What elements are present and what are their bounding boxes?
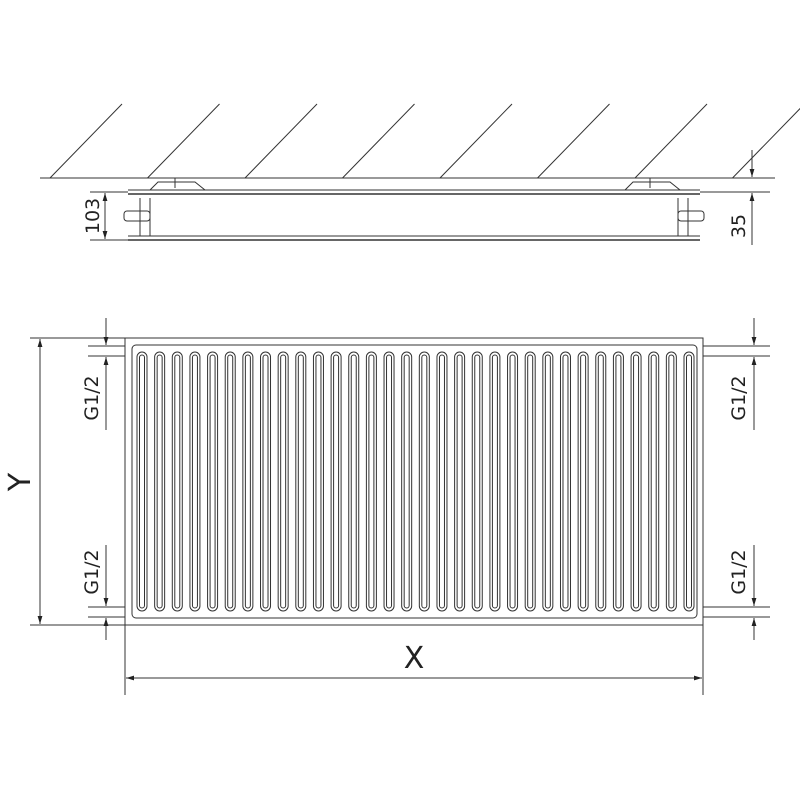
flute <box>330 351 342 612</box>
flute <box>244 354 251 609</box>
flute <box>509 354 516 609</box>
flute <box>260 351 272 612</box>
hatch-line <box>537 103 610 179</box>
wall-bracket-right <box>624 178 681 191</box>
height-label: Y <box>3 472 38 492</box>
flute <box>559 351 571 612</box>
flute <box>315 354 322 609</box>
flute <box>454 351 466 612</box>
hatch-line <box>634 103 708 179</box>
flute <box>421 354 428 609</box>
flute <box>171 351 183 612</box>
connection-label-bottom-right: G1/2 <box>728 549 750 594</box>
flute <box>456 354 463 609</box>
flute <box>597 354 604 609</box>
depth-label: 103 <box>82 198 104 234</box>
flute <box>227 354 234 609</box>
flute <box>650 354 657 609</box>
hatch-line <box>244 103 318 179</box>
flute <box>262 354 269 609</box>
flute <box>471 351 483 612</box>
flute <box>438 354 445 609</box>
flute <box>383 351 395 612</box>
flute <box>648 351 660 612</box>
flute <box>668 354 675 609</box>
hatch-line <box>439 103 513 179</box>
flute <box>174 354 181 609</box>
flute <box>562 354 569 609</box>
flute <box>630 351 642 612</box>
flute <box>633 354 640 609</box>
flute <box>527 354 534 609</box>
flute <box>156 354 163 609</box>
flute <box>489 351 501 612</box>
flute <box>403 354 410 609</box>
flute <box>401 351 413 612</box>
flute <box>189 351 201 612</box>
hatch-line <box>49 103 123 179</box>
flute <box>154 351 166 612</box>
hatch-line <box>342 103 415 179</box>
wall-bracket-left <box>149 178 206 191</box>
flute <box>595 351 607 612</box>
width-label: X <box>404 641 425 676</box>
connection-label-top-left: G1/2 <box>81 375 103 420</box>
flute <box>577 351 589 612</box>
connection-label-bottom-left: G1/2 <box>81 549 103 594</box>
wall-gap-label: 35 <box>728 214 750 238</box>
flute <box>474 354 481 609</box>
wall-hatching <box>40 103 800 179</box>
flute <box>612 351 624 612</box>
flute <box>348 351 360 612</box>
flute <box>297 354 304 609</box>
flute <box>491 354 498 609</box>
flute <box>191 354 198 609</box>
flute <box>507 351 519 612</box>
flute <box>418 351 430 612</box>
flute <box>136 351 148 612</box>
flute <box>686 354 692 609</box>
flute <box>665 351 677 612</box>
flute <box>580 354 587 609</box>
flute <box>436 351 448 612</box>
flute <box>350 354 357 609</box>
hatch-line <box>732 107 800 179</box>
top-view: 103 35 <box>82 150 770 245</box>
flute <box>615 354 622 609</box>
flute <box>209 354 216 609</box>
flute <box>207 351 219 612</box>
flute <box>242 351 254 612</box>
flute <box>683 351 695 612</box>
flute <box>295 351 307 612</box>
front-view: Y X G1/2 G1/2 G1/2 G1/2 <box>3 318 770 695</box>
flute <box>277 351 289 612</box>
flute <box>224 351 236 612</box>
flute <box>139 354 145 609</box>
flute <box>368 354 375 609</box>
flute <box>312 351 324 612</box>
flute <box>365 351 377 612</box>
flute <box>542 351 554 612</box>
connection-label-top-right: G1/2 <box>728 375 750 420</box>
flute <box>524 351 536 612</box>
flute <box>544 354 551 609</box>
flute <box>333 354 340 609</box>
hatch-line <box>147 103 220 179</box>
flute <box>280 354 287 609</box>
flute <box>386 354 393 609</box>
